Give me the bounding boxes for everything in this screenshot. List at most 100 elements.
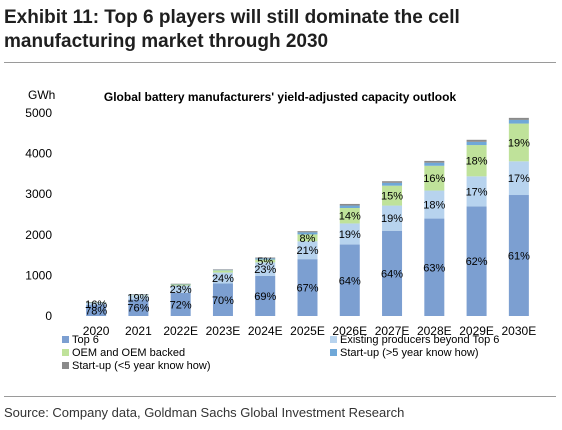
data-label: 23% [170,284,192,296]
bar-segment-startup_lt5 [86,301,107,303]
bar-segment-startup_gt5 [297,232,318,235]
legend-label: Start-up (<5 year know how) [72,360,210,372]
bar-labels: 78%16% 76%19%72%23%70%24%69%23%5%67%21%8%… [85,137,530,317]
bar-segment-top6 [339,244,360,316]
bar-segment-oem [466,145,487,177]
x-tick-label: 2023E [206,324,241,338]
data-label: 19% [508,137,530,149]
data-label: 5% [257,256,273,268]
y-tick-label: 3000 [25,187,52,201]
data-label: 19% [127,292,149,304]
bar-segment-existing [339,223,360,245]
legend-swatch-startup_lt5 [62,362,69,369]
bar-segment-startup_lt5 [297,231,318,233]
bar-segment-oem [297,234,318,242]
bar-segment-startup_gt5 [212,269,233,271]
y-axis-ticks: 0 1000 2000 3000 4000 5000 [25,106,52,323]
bar-segment-existing [297,241,318,260]
legend-label: Start-up (>5 year know how) [340,347,478,359]
bars [86,117,529,316]
data-label: 62% [466,256,488,268]
bar-segment-startup_gt5 [339,205,360,209]
data-label: 70% [212,295,234,307]
data-label: 61% [508,251,530,263]
bar-segment-startup_lt5 [466,139,487,142]
bar-segment-startup_lt5 [382,181,403,183]
data-label: 8% [300,233,316,245]
bar-segment-startup_lt5 [212,269,233,270]
bar-segment-startup_gt5 [170,284,191,285]
data-label: 16% [423,173,445,185]
x-tick-label: 2026E [332,324,367,338]
data-label: 19% [339,229,361,241]
bar-segment-startup_gt5 [424,162,445,166]
data-label: 18% [466,156,488,168]
x-tick-label: 2028E [417,324,452,338]
bar-segment-existing [424,190,445,219]
bar-segment-top6 [86,305,107,316]
x-tick-label: 2024E [248,324,283,338]
data-label: 17% [466,186,488,198]
x-tick-label: 2025E [290,324,325,338]
bar-segment-top6 [212,283,233,316]
bar-segment-oem [212,270,233,273]
y-tick-label: 1000 [25,268,52,282]
bar-segment-startup_lt5 [508,117,529,120]
legend-swatch-top6 [62,336,69,343]
x-tick-label: 2021 [125,324,152,338]
bar-segment-top6 [255,275,276,316]
y-tick-label: 2000 [25,228,52,242]
bar-segment-existing [255,262,276,276]
bar-segment-oem [255,259,276,263]
data-label: 21% [296,245,318,257]
bar-segment-top6 [466,206,487,316]
x-tick-label: 2027E [375,324,410,338]
bar-segment-startup_lt5 [339,203,360,206]
bar-segment-top6 [424,218,445,316]
bar-segment-existing [382,205,403,231]
bar-segment-startup_lt5 [255,257,276,259]
bar-segment-existing [170,285,191,293]
bar-segment-oem [128,294,149,296]
exhibit-title: Exhibit 11: Top 6 players will still dom… [4,7,460,52]
bar-segment-oem [382,185,403,206]
bar-segment-existing [128,295,149,300]
legend-label: Existing producers beyond Top 6 [340,334,499,346]
bar-segment-oem [424,165,445,191]
legend-swatch-existing [330,336,337,343]
data-label: 24% [212,273,234,285]
legend-label: Top 6 [72,334,99,346]
data-label: 72% [170,299,192,311]
data-label: 14% [339,211,361,223]
bar-segment-top6 [128,299,149,316]
x-tick-label: 2030E [502,324,537,338]
y-tick-label: 4000 [25,147,52,161]
legend: Top 6 Existing producers beyond Top 6 OEM … [62,334,499,372]
bar-segment-existing [466,176,487,207]
bar-segment-startup_gt5 [255,258,276,260]
legend-label: OEM and OEM backed [72,347,185,359]
bar-segment-startup_gt5 [466,141,487,146]
data-label: 15% [381,191,403,203]
bar-segment-startup_lt5 [170,283,191,285]
legend-swatch-oem [62,349,69,356]
bar-segment-top6 [508,195,529,316]
bar-segment-startup_gt5 [382,182,403,186]
title-divider [4,62,556,63]
data-label: 63% [423,262,445,274]
bar-segment-oem [508,123,529,162]
bar-segment-startup_lt5 [424,160,445,163]
data-label: 17% [508,173,530,185]
x-tick-label: 2029E [459,324,494,338]
bar-segment-existing [212,272,233,284]
bar-segment-existing [86,302,107,306]
bar-segment-oem [170,284,191,286]
data-label: 78% [85,306,107,318]
x-tick-label: 2022E [163,324,198,338]
data-label: 64% [381,268,403,280]
bar-segment-top6 [170,292,191,316]
data-label: 64% [339,275,361,287]
x-axis-ticks: 2020 2021 2022E 2023E 2024E 2025E 2026E 2027E 20… [83,324,536,338]
data-label: 67% [296,283,318,295]
bar-segment-oem [339,208,360,224]
